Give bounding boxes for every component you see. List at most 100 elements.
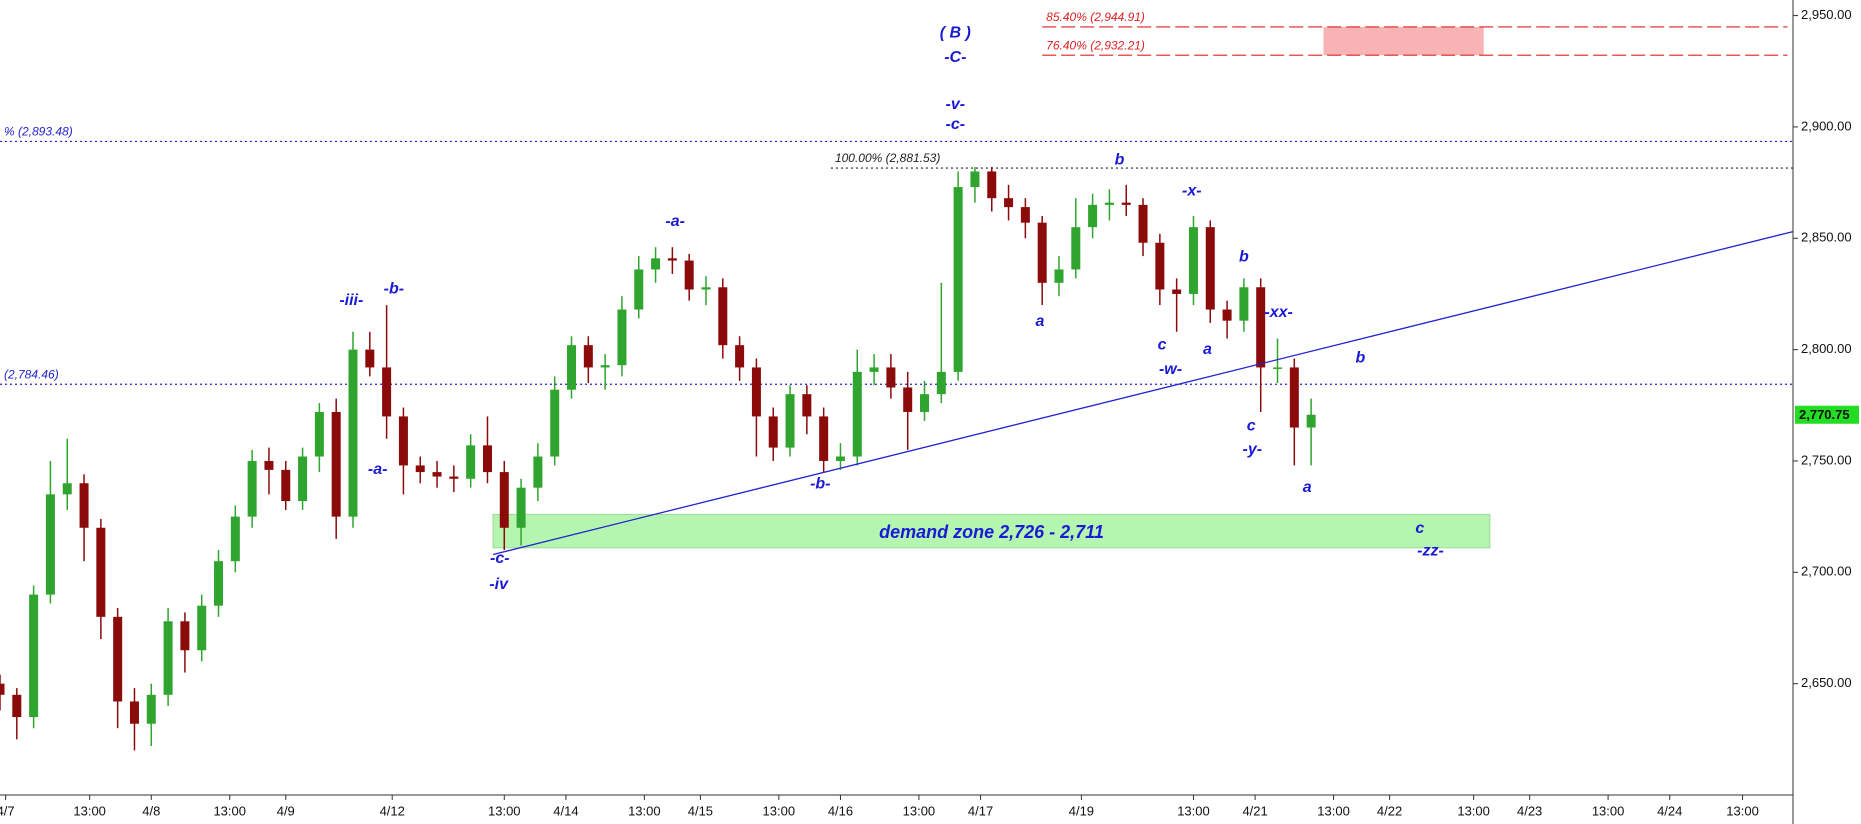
candle-body bbox=[1037, 222, 1047, 283]
candle-body bbox=[214, 561, 224, 606]
candle-body bbox=[163, 621, 173, 695]
candle-body bbox=[29, 594, 39, 718]
candle-body bbox=[785, 394, 795, 448]
candle-body bbox=[886, 367, 896, 388]
y-tick-label: 2,900.00 bbox=[1801, 118, 1852, 133]
x-tick-label: 13:00 bbox=[1726, 803, 1759, 818]
candle-body bbox=[146, 694, 156, 724]
wave-label: -y- bbox=[1243, 441, 1263, 458]
candle-body bbox=[533, 456, 543, 488]
candle-body bbox=[482, 445, 492, 473]
candle-body bbox=[0, 683, 5, 695]
candle-body bbox=[12, 694, 22, 718]
candle-body bbox=[600, 365, 610, 368]
wave-label: -v- bbox=[946, 96, 966, 113]
wave-label: -c- bbox=[946, 116, 966, 133]
wave-label: b bbox=[1115, 152, 1125, 169]
x-tick-label: 4/22 bbox=[1377, 803, 1402, 818]
candle-body bbox=[197, 605, 207, 651]
wave-label: a bbox=[1203, 341, 1212, 358]
candle-body bbox=[651, 258, 661, 270]
candle-body bbox=[62, 483, 72, 495]
candle-body bbox=[1155, 242, 1165, 290]
x-tick-label: 13:00 bbox=[628, 803, 661, 818]
candle-body bbox=[264, 460, 274, 470]
candle-body bbox=[1172, 289, 1182, 294]
candle-body bbox=[987, 171, 997, 199]
x-tick-label: 13:00 bbox=[1177, 803, 1210, 818]
x-tick-label: 4/8 bbox=[142, 803, 160, 818]
candle-body bbox=[1256, 287, 1266, 368]
candle-body bbox=[432, 472, 442, 477]
y-tick-label: 2,750.00 bbox=[1801, 452, 1852, 467]
level-label: % (2,893.48) bbox=[4, 125, 73, 139]
wave-label: -zz- bbox=[1417, 542, 1444, 559]
wave-label: b bbox=[1356, 350, 1366, 367]
candle-body bbox=[230, 516, 240, 562]
candle-body bbox=[903, 387, 913, 412]
x-tick-label: 4/14 bbox=[553, 803, 578, 818]
candle-body bbox=[684, 260, 694, 290]
candle-body bbox=[499, 472, 509, 528]
wave-label: a bbox=[1035, 313, 1044, 330]
candle-body bbox=[247, 460, 257, 517]
last-price-box bbox=[1795, 405, 1859, 424]
y-tick-label: 2,950.00 bbox=[1801, 7, 1852, 22]
candle-body bbox=[583, 345, 593, 368]
candle-body bbox=[550, 389, 560, 457]
wave-label: a bbox=[1303, 479, 1312, 496]
candle-body bbox=[281, 469, 291, 502]
candle-body bbox=[180, 621, 190, 651]
candle-body bbox=[835, 456, 845, 461]
candle-body bbox=[1289, 367, 1299, 428]
level-label: (2,784.46) bbox=[4, 367, 59, 381]
candle-body bbox=[45, 494, 55, 595]
wave-label: -xx- bbox=[1264, 304, 1292, 321]
candle-body bbox=[516, 487, 526, 528]
candle-body bbox=[1088, 204, 1098, 228]
wave-label: ( B ) bbox=[940, 25, 971, 42]
candle-body bbox=[365, 349, 375, 368]
x-tick-label: 13:00 bbox=[903, 803, 936, 818]
candle-body bbox=[953, 187, 963, 372]
candle-body bbox=[96, 527, 106, 617]
candle-body bbox=[718, 287, 728, 346]
wave-label: -c- bbox=[490, 550, 510, 567]
zone-label: demand zone 2,726 - 2,711 bbox=[879, 522, 1104, 542]
x-tick-label: 13:00 bbox=[1457, 803, 1490, 818]
candle-body bbox=[382, 367, 392, 417]
x-tick-label: 13:00 bbox=[763, 803, 796, 818]
x-tick-label: 4/15 bbox=[688, 803, 713, 818]
candle-body bbox=[1222, 309, 1232, 321]
wave-label: -w- bbox=[1159, 361, 1182, 378]
wave-label: -iii- bbox=[339, 292, 363, 309]
x-tick-label: 4/19 bbox=[1069, 803, 1094, 818]
candle-body bbox=[869, 367, 879, 372]
candle-body bbox=[701, 287, 711, 290]
zone bbox=[1323, 26, 1484, 56]
candle-body bbox=[415, 465, 425, 473]
x-tick-label: 13:00 bbox=[1592, 803, 1625, 818]
level-label: 76.40% (2,932.21) bbox=[1046, 38, 1145, 52]
candle-body bbox=[970, 171, 980, 188]
candle-body bbox=[1020, 207, 1030, 223]
wave-label: -b- bbox=[384, 281, 404, 298]
candle-body bbox=[567, 345, 577, 390]
x-tick-label: 4/16 bbox=[828, 803, 853, 818]
x-tick-label: 4/12 bbox=[380, 803, 405, 818]
x-tick-label: 4/7 bbox=[0, 803, 15, 818]
x-tick-label: 13:00 bbox=[213, 803, 246, 818]
x-tick-label: 4/24 bbox=[1657, 803, 1682, 818]
candle-body bbox=[634, 269, 644, 310]
candle-body bbox=[1205, 227, 1215, 310]
wave-label: c bbox=[1415, 520, 1424, 537]
wave-label: -a- bbox=[368, 461, 388, 478]
candle-body bbox=[1121, 202, 1131, 205]
candle-body bbox=[79, 483, 89, 528]
x-tick-label: 13:00 bbox=[1317, 803, 1350, 818]
candle-body bbox=[735, 345, 745, 368]
wave-label: -C- bbox=[944, 49, 966, 66]
wave-label: c bbox=[1158, 336, 1167, 353]
level-label: 100.00% (2,881.53) bbox=[835, 151, 940, 165]
candle-body bbox=[113, 616, 123, 702]
